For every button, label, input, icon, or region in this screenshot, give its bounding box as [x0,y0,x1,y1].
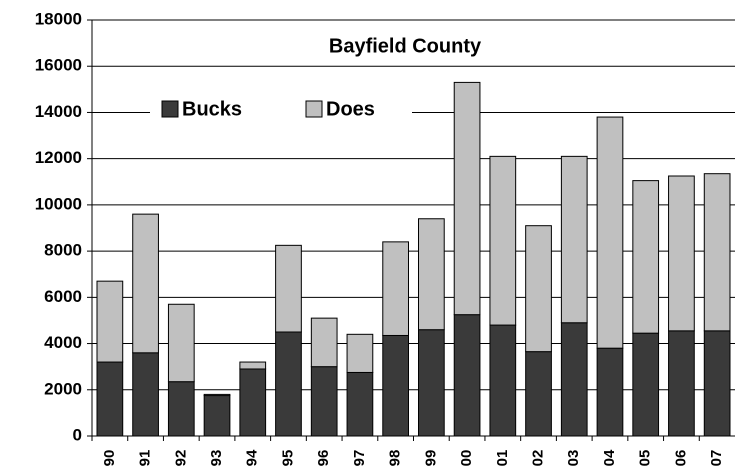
legend-label: Does [326,98,375,120]
bar-segment [203,395,231,437]
bar-segment [453,81,481,316]
bar-segment [167,303,195,383]
y-tick-label: 6000 [44,287,82,306]
bar-segment [453,314,481,437]
x-tick-label: 03 [565,450,582,467]
bar-segment [310,366,338,437]
y-tick-label: 8000 [44,241,82,260]
bar-segment [703,330,731,437]
chart-title: Bayfield County [329,35,482,57]
bar-segment [703,173,731,332]
x-tick-label: 92 [172,450,189,467]
legend-swatch [161,100,179,118]
bar-segment [310,317,338,368]
title-box [282,30,528,64]
bar-segment [346,333,374,373]
bar-segment [418,218,445,331]
x-tick-label: 98 [387,450,404,467]
y-tick-label: 14000 [35,102,82,121]
y-tick-label: 16000 [35,56,82,75]
bar-segment [596,116,624,349]
bar-segment [668,175,695,332]
y-tick-label: 12000 [35,148,82,167]
legend-label: Bucks [182,98,242,120]
x-tick-label: 02 [529,450,546,467]
x-tick-label: 01 [494,450,511,467]
bar-segment [418,329,445,437]
bar-segment [632,332,660,437]
x-tick-label: 90 [101,450,118,467]
bar-segment [560,155,588,324]
y-tick-label: 4000 [44,333,82,352]
y-tick-label: 2000 [44,379,82,398]
x-tick-label: 07 [708,450,725,467]
bar-segment [96,280,124,363]
bar-segment [489,155,517,326]
y-tick-label: 0 [73,425,82,444]
bar-segment [596,347,624,437]
bar-segment [275,244,302,333]
x-tick-label: 05 [637,450,654,467]
bar-segment [167,381,195,437]
legend-swatch [305,100,323,118]
bar-segment [96,361,124,437]
bar-segment [203,393,231,397]
bar-segment [489,324,517,437]
legend: Bucks Does [161,98,375,120]
bar-segment [668,330,695,437]
bar-segment [382,241,409,336]
bar-segment [525,351,552,437]
bars: 90 91 92 93 94 95 96 97 98 99 00 01 02 03 04 05 06 07 [91,81,735,467]
bar-segment [132,352,159,437]
bar-segment [346,371,374,437]
bar-segment [132,213,159,354]
x-tick-label: 04 [601,449,618,466]
x-tick-label: 94 [244,449,261,466]
x-tick-label: 00 [458,450,475,467]
x-tick-label: 93 [208,450,225,467]
x-tick-label: 97 [351,450,368,467]
bar-segment [525,225,552,353]
x-tick-label: 91 [137,450,154,467]
bar-segment [632,180,660,334]
bar-segment [239,368,267,437]
bar-segment [275,331,302,437]
y-tick-label: 10000 [35,194,82,213]
x-tick-label: 95 [279,450,296,467]
bar-segment [382,334,409,437]
x-tick-label: 96 [315,450,332,467]
legend-box [150,92,412,128]
y-tick-label: 18000 [35,9,82,28]
x-tick-label: 06 [672,450,689,467]
bar-segment [560,322,588,437]
bar-segment [239,361,267,370]
x-tick-label: 99 [422,450,439,467]
grid: 0 2000 4000 6000 8000 10000 12000 14000 16000 180… [35,9,735,444]
